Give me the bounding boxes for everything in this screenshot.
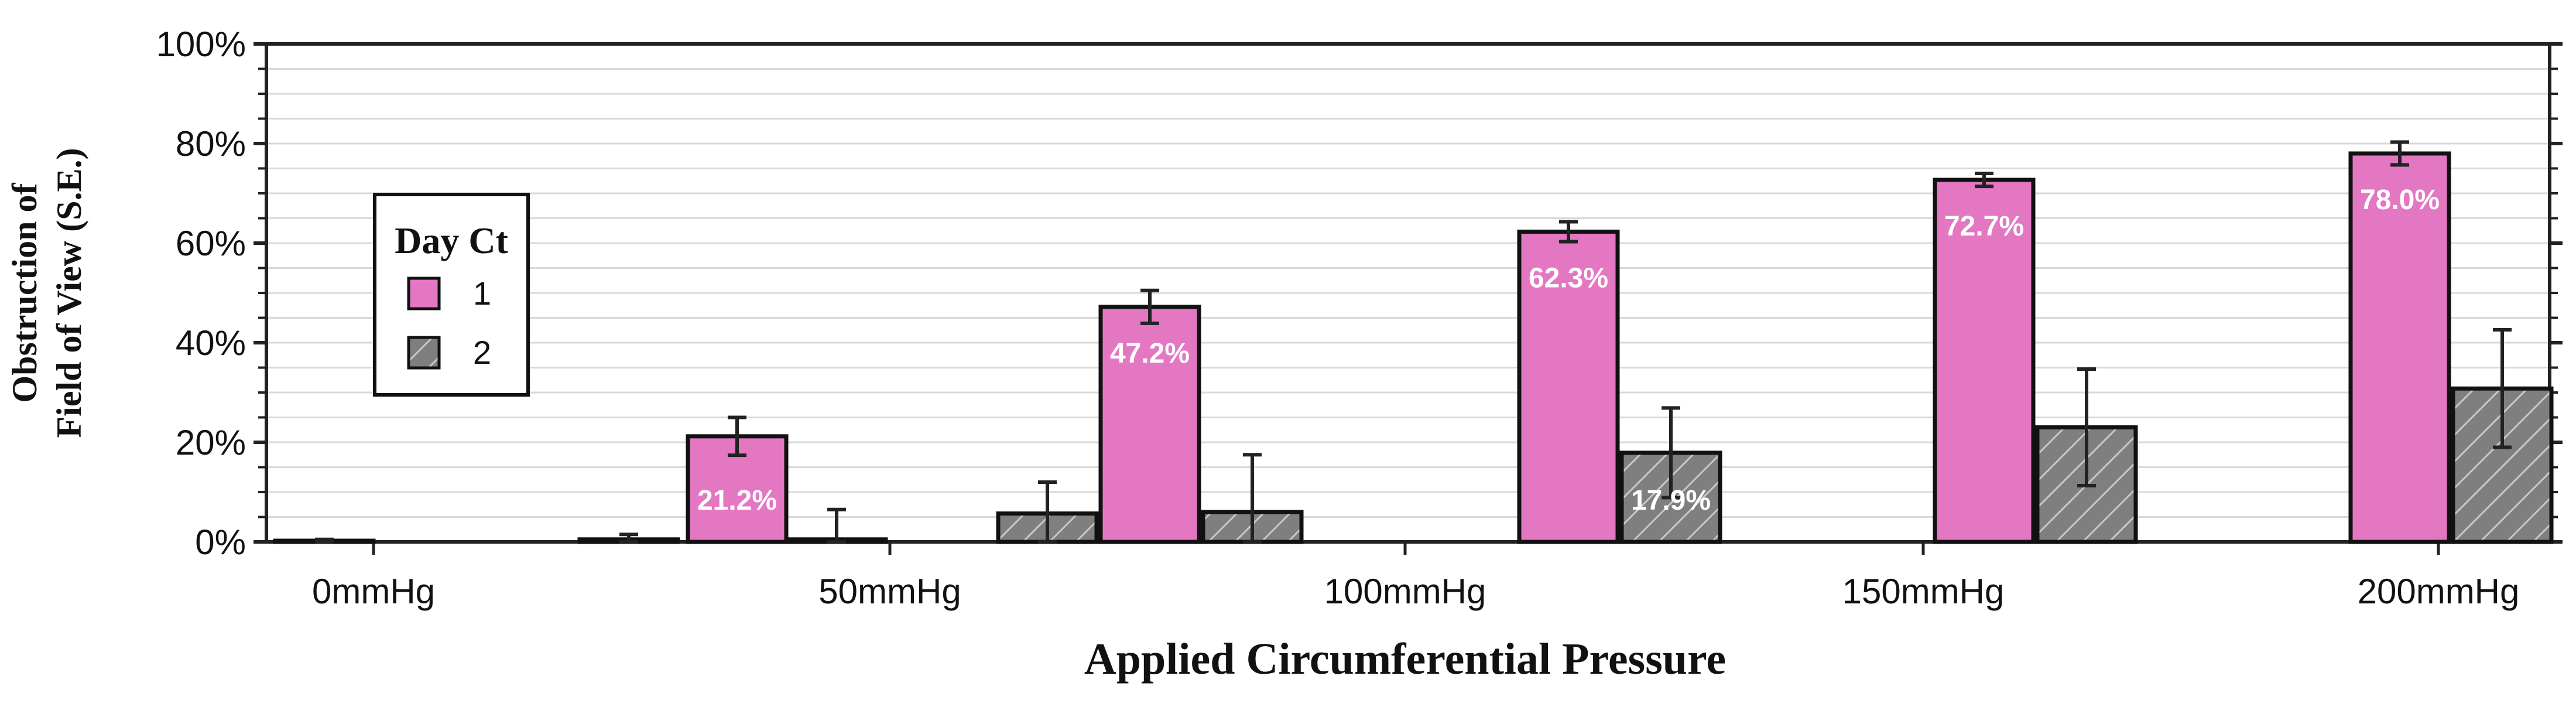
bars (273, 140, 2554, 544)
legend: Day Ct 1 2 (373, 193, 530, 397)
y-axis-title-line-1: Obstruction of (5, 182, 44, 402)
x-tick-label: 100mmHg (1324, 572, 1486, 611)
x-axis-title: Applied Circumferential Pressure (1084, 634, 1726, 684)
bar-day-1 (1517, 229, 1620, 544)
y-axis-title: Obstruction of Field of View (S.E.) (5, 148, 88, 438)
bar-day-1 (1933, 178, 2036, 544)
x-tick-label: 200mmHg (2358, 572, 2520, 611)
y-axis-title-line-2: Field of View (S.E.) (50, 148, 88, 438)
y-tick-label: 20% (176, 423, 246, 462)
legend-label-day-2: 2 (473, 334, 491, 371)
legend-label-day-1: 1 (473, 275, 491, 312)
legend-swatch-day-1 (407, 277, 441, 310)
x-tick-label: 150mmHg (1842, 572, 2005, 611)
y-tick-label: 80% (176, 124, 246, 163)
y-tick-label: 100% (156, 25, 246, 64)
x-tick-label: 0mmHg (312, 572, 435, 611)
data-labels: 21.2% 47.2% 62.3% 17.9% 72.7% 78.0% (697, 185, 2440, 516)
data-label: 78.0% (2360, 185, 2440, 216)
x-tick-label: 50mmHg (818, 572, 961, 611)
y-tick-label: 60% (176, 224, 246, 263)
legend-title: Day Ct (395, 220, 508, 261)
data-label: 62.3% (1529, 262, 1608, 294)
legend-swatch-day-2 (407, 336, 441, 370)
data-label: 47.2% (1110, 338, 1190, 369)
legend-box (373, 193, 530, 397)
grid-lines (266, 68, 2550, 518)
bar-day-1 (1098, 305, 1201, 544)
data-label: 72.7% (1944, 211, 2024, 242)
data-label: 17.9% (1631, 485, 1711, 516)
y-tick-label: 40% (176, 323, 246, 363)
data-label: 21.2% (697, 485, 777, 516)
bar-day-1 (2348, 151, 2451, 544)
y-tick-label: 0% (195, 523, 246, 562)
